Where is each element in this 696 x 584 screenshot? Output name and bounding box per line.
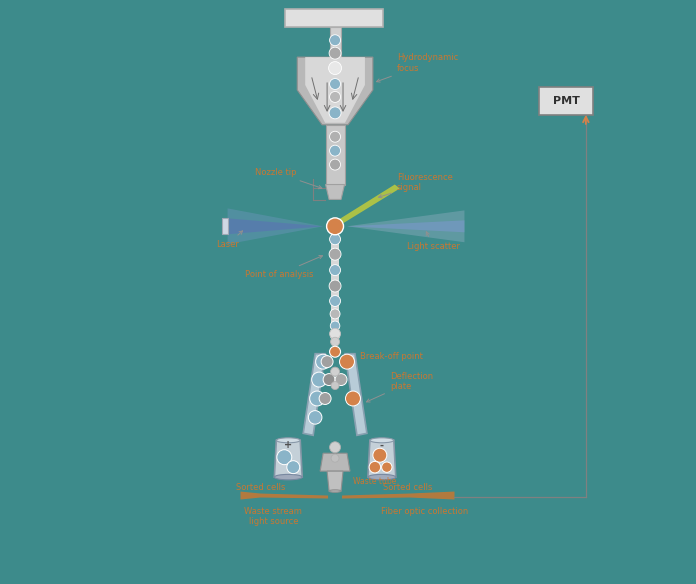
Circle shape [277, 450, 292, 465]
Circle shape [373, 449, 387, 462]
Polygon shape [303, 354, 325, 435]
Circle shape [321, 356, 333, 368]
Circle shape [329, 248, 341, 260]
Polygon shape [368, 440, 396, 477]
Circle shape [326, 218, 344, 235]
Circle shape [331, 367, 340, 376]
Circle shape [329, 280, 341, 292]
Text: Light scatter: Light scatter [406, 232, 460, 251]
Circle shape [330, 346, 340, 357]
Circle shape [340, 354, 354, 369]
Text: PMT: PMT [553, 96, 579, 106]
Polygon shape [339, 185, 400, 223]
Polygon shape [326, 185, 345, 200]
Circle shape [330, 265, 340, 276]
Polygon shape [342, 492, 454, 499]
Circle shape [331, 321, 340, 331]
Text: Fiber optic collection: Fiber optic collection [381, 507, 468, 516]
Text: Sorted cells: Sorted cells [383, 483, 432, 492]
Circle shape [329, 107, 341, 119]
Circle shape [331, 454, 339, 462]
Ellipse shape [329, 490, 341, 492]
Polygon shape [228, 208, 323, 244]
Circle shape [312, 372, 326, 387]
FancyBboxPatch shape [330, 27, 340, 57]
Circle shape [287, 461, 300, 474]
Circle shape [310, 391, 324, 406]
Circle shape [323, 374, 335, 385]
FancyBboxPatch shape [331, 230, 339, 342]
Circle shape [330, 309, 340, 319]
Circle shape [345, 391, 361, 406]
Circle shape [369, 461, 381, 473]
Polygon shape [347, 220, 464, 232]
Polygon shape [306, 57, 365, 123]
Ellipse shape [370, 438, 394, 443]
Polygon shape [320, 453, 350, 471]
Circle shape [329, 47, 341, 59]
Circle shape [330, 234, 340, 245]
Circle shape [330, 78, 340, 89]
Circle shape [330, 145, 340, 156]
FancyBboxPatch shape [285, 9, 383, 27]
FancyBboxPatch shape [221, 218, 228, 234]
Circle shape [330, 34, 340, 46]
Text: Hydrodynamic
focus: Hydrodynamic focus [377, 53, 458, 82]
Circle shape [319, 392, 331, 405]
Text: Deflection
plate: Deflection plate [367, 372, 433, 402]
Polygon shape [228, 218, 323, 234]
Ellipse shape [276, 438, 300, 443]
Text: Break-off point: Break-off point [360, 352, 422, 361]
Polygon shape [297, 57, 373, 125]
Ellipse shape [274, 474, 302, 480]
Text: -: - [380, 440, 383, 450]
Text: Sorted cells: Sorted cells [236, 483, 285, 492]
Circle shape [308, 411, 322, 424]
Circle shape [335, 374, 347, 385]
Polygon shape [345, 354, 367, 435]
Circle shape [330, 159, 340, 170]
Polygon shape [347, 210, 464, 242]
Circle shape [331, 331, 340, 340]
Circle shape [331, 338, 340, 346]
Circle shape [330, 92, 340, 102]
Text: +: + [284, 440, 292, 450]
Text: Point of analysis: Point of analysis [246, 255, 322, 279]
Circle shape [331, 381, 339, 390]
Polygon shape [241, 492, 328, 499]
Circle shape [330, 442, 340, 453]
FancyBboxPatch shape [326, 125, 345, 185]
Circle shape [330, 328, 340, 339]
Text: Nozzle tip: Nozzle tip [255, 168, 322, 189]
Text: Fluorescence
signal: Fluorescence signal [379, 173, 452, 198]
Circle shape [330, 296, 340, 307]
Circle shape [316, 354, 331, 369]
Circle shape [329, 61, 342, 75]
FancyBboxPatch shape [539, 87, 593, 115]
Circle shape [330, 131, 340, 142]
Polygon shape [327, 471, 343, 491]
Text: Waste stream
light source: Waste stream light source [244, 507, 302, 526]
Ellipse shape [368, 474, 396, 480]
Text: Waste tube: Waste tube [353, 477, 396, 486]
Polygon shape [274, 440, 302, 477]
Text: Laser: Laser [216, 231, 243, 249]
Circle shape [381, 462, 392, 472]
